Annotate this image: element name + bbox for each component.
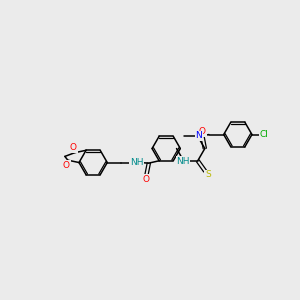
Text: N: N bbox=[196, 131, 202, 140]
Text: O: O bbox=[70, 143, 77, 152]
Text: O: O bbox=[63, 161, 70, 170]
Text: NH: NH bbox=[176, 157, 190, 166]
Text: S: S bbox=[205, 170, 211, 179]
Text: Cl: Cl bbox=[260, 130, 269, 139]
Text: O: O bbox=[199, 127, 206, 136]
Text: NH: NH bbox=[130, 158, 143, 167]
Text: O: O bbox=[143, 175, 150, 184]
